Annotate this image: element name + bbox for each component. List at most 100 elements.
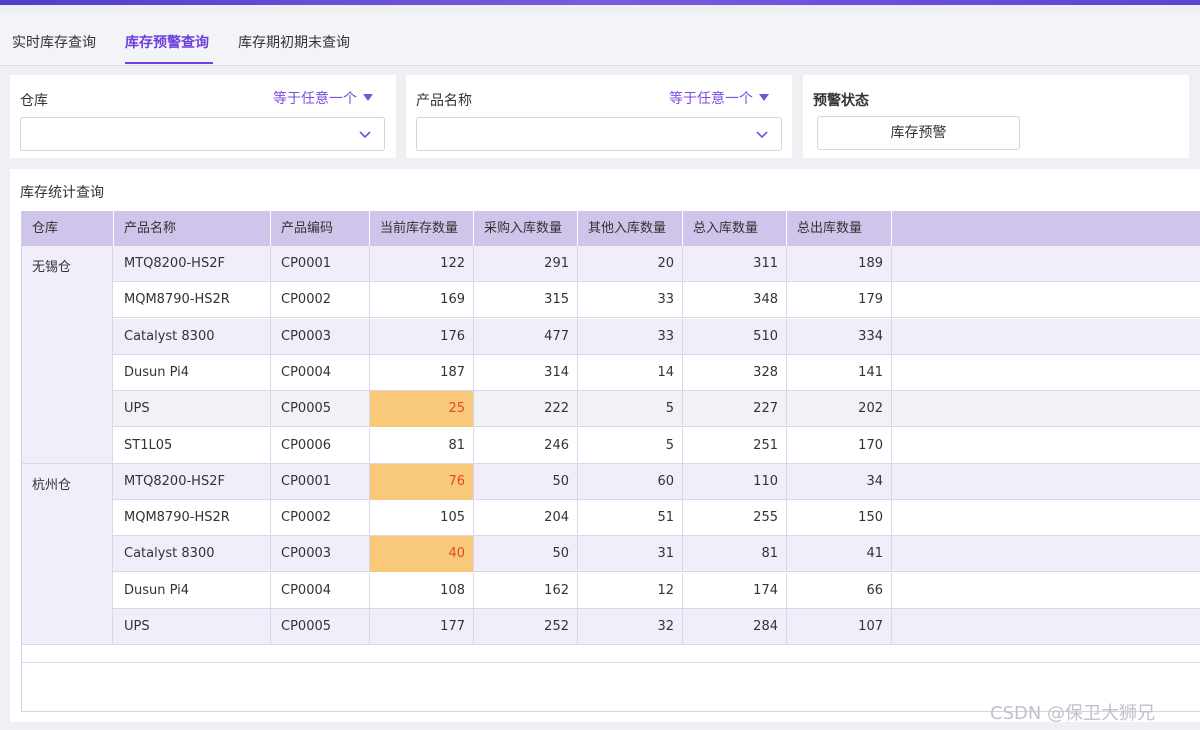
cell-total-in: 348: [683, 282, 787, 319]
chevron-down-icon: [756, 131, 768, 139]
cell-total-in: 174: [683, 572, 787, 609]
warning-status-label: 预警状态: [813, 93, 869, 109]
cell-total-out: 41: [787, 536, 892, 573]
cell-product-code: CP0001: [271, 463, 370, 500]
cell-other-in: 14: [578, 354, 683, 391]
panel-title: 库存统计查询: [20, 185, 104, 201]
cell-other-in: 60: [578, 463, 683, 500]
active-tab-indicator: [125, 62, 213, 64]
column-header-warehouse[interactable]: 仓库: [22, 211, 114, 246]
column-header-total-out[interactable]: 总出库数量: [787, 211, 892, 246]
column-header-current-stock[interactable]: 当前库存数量: [370, 211, 474, 246]
table-row[interactable]: MTQ8200-HS2F CP0001 122 291 20 311 189: [22, 246, 1200, 282]
table-row[interactable]: MQM8790-HS2R CP0002 169 315 33 348 179: [22, 282, 1200, 319]
cell-product-code: CP0005: [271, 609, 370, 645]
product-operator-label: 等于任意一个: [669, 91, 753, 107]
cell-product-name: UPS: [114, 391, 271, 428]
warehouse-filter: 仓库 等于任意一个: [10, 75, 396, 158]
cell-other-in: 20: [578, 246, 683, 282]
tab-period-inventory[interactable]: 库存期初期末查询: [238, 35, 350, 51]
cell-product-code: CP0001: [271, 246, 370, 282]
column-header-product-name[interactable]: 产品名称: [114, 211, 271, 246]
cell-product-code: CP0003: [271, 318, 370, 355]
cell-total-in: 81: [683, 536, 787, 573]
cell-current-stock: 176: [370, 318, 474, 355]
cell-purchase-in: 162: [474, 572, 578, 609]
table-row[interactable]: Catalyst 8300 CP0003 40 50 31 81 41: [22, 536, 1200, 573]
cell-purchase-in: 50: [474, 536, 578, 573]
table-row[interactable]: MTQ8200-HS2F CP0001 76 50 60 110 34: [22, 463, 1200, 500]
cell-purchase-in: 246: [474, 427, 578, 464]
cell-other-in: 33: [578, 282, 683, 319]
warehouse-operator-dropdown[interactable]: 等于任意一个: [273, 88, 373, 108]
cell-total-in: 311: [683, 246, 787, 282]
cell-total-in: 227: [683, 391, 787, 428]
cell-warehouse: 杭州仓: [22, 463, 113, 646]
cell-product-name: MTQ8200-HS2F: [114, 246, 271, 282]
cell-other-in: 31: [578, 536, 683, 573]
cell-total-in: 255: [683, 500, 787, 537]
cell-product-code: CP0006: [271, 427, 370, 464]
cell-product-name: Catalyst 8300: [114, 536, 271, 573]
cell-purchase-in: 291: [474, 246, 578, 282]
table-row[interactable]: UPS CP0005 177 252 32 284 107: [22, 609, 1200, 645]
cell-product-name: Catalyst 8300: [114, 318, 271, 355]
tab-realtime-inventory[interactable]: 实时库存查询: [12, 35, 96, 51]
product-operator-dropdown[interactable]: 等于任意一个: [669, 88, 769, 108]
cell-current-stock: 169: [370, 282, 474, 319]
tab-inventory-warning[interactable]: 库存预警查询: [125, 35, 209, 51]
cell-product-name: MTQ8200-HS2F: [114, 463, 271, 500]
cell-other-in: 33: [578, 318, 683, 355]
inventory-warning-button[interactable]: 库存预警: [817, 116, 1020, 150]
cell-product-name: UPS: [114, 609, 271, 645]
product-select[interactable]: [416, 117, 782, 151]
cell-current-stock: 122: [370, 246, 474, 282]
caret-down-icon: [363, 94, 373, 101]
cell-purchase-in: 477: [474, 318, 578, 355]
column-header-other-in[interactable]: 其他入库数量: [578, 211, 683, 246]
cell-product-name: Dusun Pi4: [114, 354, 271, 391]
cell-purchase-in: 50: [474, 463, 578, 500]
warehouse-operator-label: 等于任意一个: [273, 91, 357, 107]
table-row[interactable]: UPS CP0005 25 222 5 227 202: [22, 391, 1200, 428]
column-header-total-in[interactable]: 总入库数量: [683, 211, 787, 246]
cell-product-code: CP0005: [271, 391, 370, 428]
cell-current-stock: 40: [370, 536, 474, 573]
column-header-purchase-in[interactable]: 采购入库数量: [474, 211, 578, 246]
cell-other-in: 51: [578, 500, 683, 537]
inventory-table: 仓库 产品名称 产品编码 当前库存数量 采购入库数量 其他入库数量 总入库数量 …: [21, 211, 1200, 712]
cell-product-name: MQM8790-HS2R: [114, 500, 271, 537]
cell-product-code: CP0002: [271, 500, 370, 537]
cell-other-in: 12: [578, 572, 683, 609]
product-filter: 产品名称 等于任意一个: [406, 75, 792, 158]
table-row[interactable]: MQM8790-HS2R CP0002 105 204 51 255 150: [22, 500, 1200, 537]
cell-total-out: 150: [787, 500, 892, 537]
table-row[interactable]: Catalyst 8300 CP0003 176 477 33 510 334: [22, 318, 1200, 355]
cell-total-out: 189: [787, 246, 892, 282]
warning-status-filter: 预警状态 库存预警: [803, 75, 1189, 158]
chevron-down-icon: [359, 131, 371, 139]
cell-other-in: 32: [578, 609, 683, 645]
cell-total-in: 328: [683, 354, 787, 391]
table-row[interactable]: Dusun Pi4 CP0004 187 314 14 328 141: [22, 354, 1200, 391]
cell-total-out: 179: [787, 282, 892, 319]
cell-purchase-in: 222: [474, 391, 578, 428]
warehouse-select[interactable]: [20, 117, 385, 151]
warehouse-filter-label: 仓库: [20, 93, 48, 109]
cell-purchase-in: 315: [474, 282, 578, 319]
watermark: CSDN @保卫大狮兄: [990, 703, 1156, 724]
cell-current-stock: 25: [370, 391, 474, 428]
cell-current-stock: 81: [370, 427, 474, 464]
table-row[interactable]: ST1L05 CP0006 81 246 5 251 170: [22, 427, 1200, 464]
cell-total-out: 107: [787, 609, 892, 645]
product-filter-label: 产品名称: [416, 93, 472, 109]
cell-purchase-in: 204: [474, 500, 578, 537]
column-header-product-code[interactable]: 产品编码: [271, 211, 370, 246]
cell-product-name: MQM8790-HS2R: [114, 282, 271, 319]
table-row[interactable]: Dusun Pi4 CP0004 108 162 12 174 66: [22, 572, 1200, 609]
caret-down-icon: [759, 94, 769, 101]
cell-other-in: 5: [578, 391, 683, 428]
top-accent-bar: [0, 0, 1200, 5]
cell-current-stock: 108: [370, 572, 474, 609]
inventory-stats-panel: 库存统计查询 仓库 产品名称 产品编码 当前库存数量 采购入库数量 其他入库数量…: [10, 169, 1200, 722]
